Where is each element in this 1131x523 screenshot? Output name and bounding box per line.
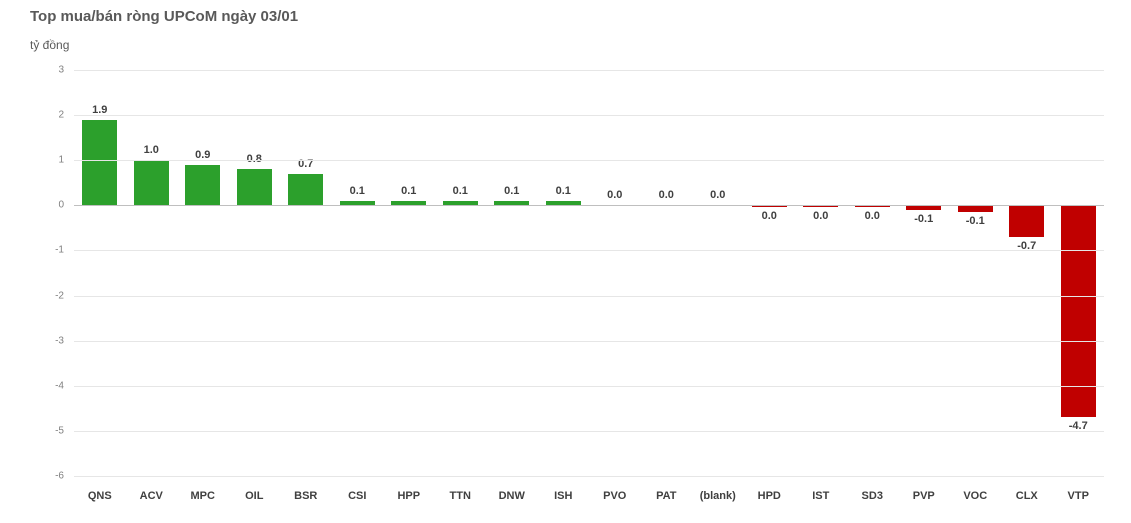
x-category-label: OIL <box>229 490 281 502</box>
chart-title: Top mua/bán ròng UPCoM ngày 03/01 <box>30 8 298 25</box>
value-label: 0.1 <box>383 185 435 197</box>
bar-slot: 0.1CSI <box>332 70 384 476</box>
bar-slot: 0.0(blank) <box>692 70 744 476</box>
bar-slot: 0.1HPP <box>383 70 435 476</box>
value-label: 1.9 <box>74 104 126 116</box>
chart-subtitle: tỷ đồng <box>30 38 69 52</box>
gridline <box>74 386 1104 387</box>
x-category-label: HPD <box>744 490 796 502</box>
x-category-label: PVO <box>589 490 641 502</box>
value-label: 1.0 <box>126 144 178 156</box>
x-category-label: DNW <box>486 490 538 502</box>
x-category-label: QNS <box>74 490 126 502</box>
x-category-label: SD3 <box>847 490 899 502</box>
bar <box>185 165 220 206</box>
gridline <box>74 431 1104 432</box>
value-label: 0.0 <box>641 189 693 201</box>
bar <box>288 174 323 206</box>
y-tick-label: 2 <box>24 110 64 121</box>
value-label: -0.1 <box>898 213 950 225</box>
value-label: 0.1 <box>538 185 590 197</box>
bar <box>134 160 169 205</box>
bar <box>82 120 117 206</box>
y-tick-label: -1 <box>24 245 64 256</box>
value-label: 0.0 <box>847 210 899 222</box>
x-category-label: HPP <box>383 490 435 502</box>
value-label: 0.0 <box>795 210 847 222</box>
gridline <box>74 160 1104 161</box>
gridline <box>74 341 1104 342</box>
value-label: 0.9 <box>177 149 229 161</box>
bar-slot: 0.1TTN <box>435 70 487 476</box>
y-tick-label: -3 <box>24 335 64 346</box>
x-category-label: PAT <box>641 490 693 502</box>
x-category-label: IST <box>795 490 847 502</box>
bar-slot: 1.0ACV <box>126 70 178 476</box>
bar-slot: -0.7CLX <box>1001 70 1053 476</box>
bar-slot: -0.1PVP <box>898 70 950 476</box>
bar-slot: 0.1DNW <box>486 70 538 476</box>
bar-slot: -4.7VTP <box>1053 70 1105 476</box>
bar <box>958 205 993 212</box>
y-tick-label: -4 <box>24 380 64 391</box>
x-category-label: PVP <box>898 490 950 502</box>
y-tick-label: -5 <box>24 425 64 436</box>
bar-slot: 0.0HPD <box>744 70 796 476</box>
value-label: 0.1 <box>332 185 384 197</box>
y-tick-label: 0 <box>24 200 64 211</box>
chart-plot-area: 1.9QNS1.0ACV0.9MPC0.8OIL0.7BSR0.1CSI0.1H… <box>74 70 1104 476</box>
value-label: -0.1 <box>950 215 1002 227</box>
x-category-label: MPC <box>177 490 229 502</box>
bar-slot: 0.9MPC <box>177 70 229 476</box>
x-category-label: VTP <box>1053 490 1105 502</box>
x-category-label: ISH <box>538 490 590 502</box>
gridline <box>74 296 1104 297</box>
x-category-label: ACV <box>126 490 178 502</box>
gridline <box>74 250 1104 251</box>
x-category-label: TTN <box>435 490 487 502</box>
gridline <box>74 115 1104 116</box>
value-label: 0.0 <box>692 189 744 201</box>
x-category-label: CSI <box>332 490 384 502</box>
bar-slot: 0.0PVO <box>589 70 641 476</box>
value-label: 0.1 <box>435 185 487 197</box>
y-tick-label: -6 <box>24 471 64 482</box>
bar-slot: 0.0PAT <box>641 70 693 476</box>
gridline <box>74 70 1104 71</box>
value-label: 0.0 <box>744 210 796 222</box>
gridline <box>74 476 1104 477</box>
value-label: 0.1 <box>486 185 538 197</box>
x-category-label: CLX <box>1001 490 1053 502</box>
bar-slot: 0.1ISH <box>538 70 590 476</box>
bar-slot: -0.1VOC <box>950 70 1002 476</box>
bar-slot: 0.0IST <box>795 70 847 476</box>
y-tick-label: 3 <box>24 65 64 76</box>
x-category-label: VOC <box>950 490 1002 502</box>
x-category-label: (blank) <box>692 490 744 502</box>
axis-zero-line <box>74 205 1104 206</box>
y-tick-label: 1 <box>24 155 64 166</box>
x-category-label: BSR <box>280 490 332 502</box>
y-tick-label: -2 <box>24 290 64 301</box>
bar-slot: 0.0SD3 <box>847 70 899 476</box>
bar <box>1009 205 1044 237</box>
bar <box>237 169 272 205</box>
value-label: 0.0 <box>589 189 641 201</box>
bar-slot: 0.7BSR <box>280 70 332 476</box>
bar-slot: 0.8OIL <box>229 70 281 476</box>
bar-slot: 1.9QNS <box>74 70 126 476</box>
bars-container: 1.9QNS1.0ACV0.9MPC0.8OIL0.7BSR0.1CSI0.1H… <box>74 70 1104 476</box>
